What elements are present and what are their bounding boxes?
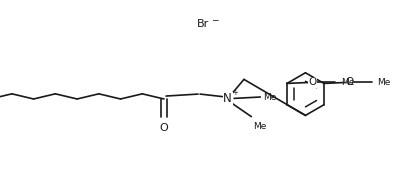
- Text: N: N: [222, 93, 231, 105]
- Text: Me: Me: [377, 78, 390, 87]
- Text: Me: Me: [252, 122, 266, 131]
- Text: Me: Me: [263, 93, 276, 102]
- Text: O: O: [344, 77, 353, 87]
- Text: O: O: [308, 77, 316, 87]
- Text: Me: Me: [340, 78, 353, 87]
- Text: −: −: [210, 15, 218, 24]
- Text: +: +: [231, 91, 237, 96]
- Text: O: O: [159, 123, 168, 133]
- Text: Br: Br: [196, 18, 209, 29]
